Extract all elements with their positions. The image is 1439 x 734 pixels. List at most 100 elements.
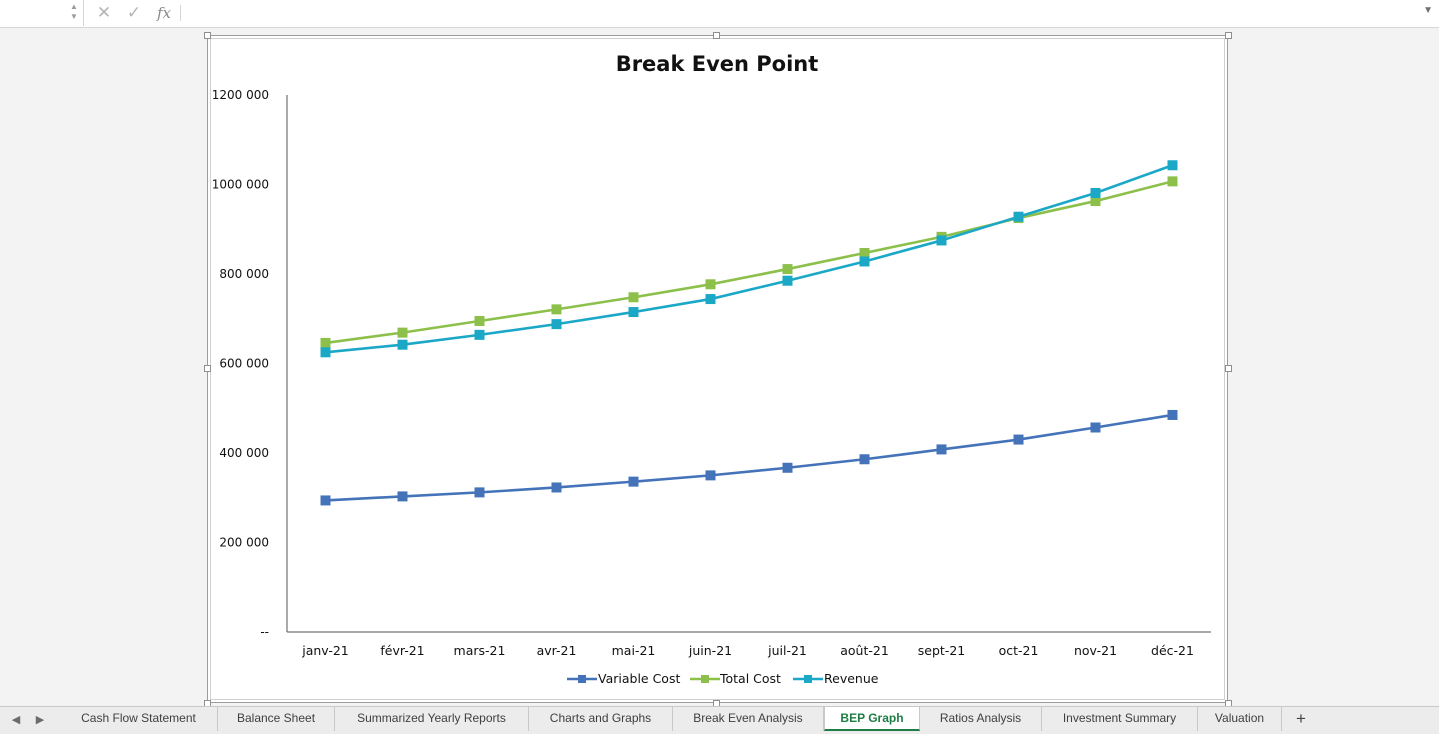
x-tick-label: janv-21 — [301, 643, 349, 658]
sheet-tab-investment-summary[interactable]: Investment Summary — [1042, 707, 1198, 731]
series-line — [325, 164, 1173, 354]
data-point — [397, 491, 408, 502]
name-box[interactable]: ▲ ▼ — [0, 0, 84, 26]
triangle-right-icon[interactable]: ▶ — [35, 714, 45, 726]
fx-icon[interactable]: fx — [156, 4, 171, 22]
chevron-down-icon[interactable]: ▼ — [1423, 5, 1433, 16]
data-point — [782, 275, 793, 286]
data-point — [474, 315, 485, 326]
data-point — [1167, 176, 1178, 187]
bep-chart: Break Even Point -- 200 000 400 000 600 000… — [212, 52, 1211, 686]
data-point — [1013, 211, 1024, 222]
sheet-tab-break-even-analysis[interactable]: Break Even Analysis — [673, 707, 824, 731]
legend-item: Variable Cost — [567, 671, 680, 686]
legend-label: Revenue — [824, 671, 879, 686]
legend-label: Variable Cost — [598, 671, 680, 686]
add-sheet-button[interactable]: + — [1296, 709, 1306, 728]
sheet-tab-bep-graph[interactable]: BEP Graph — [824, 707, 920, 731]
data-point — [397, 327, 408, 338]
y-tick-label: 400 000 — [219, 446, 269, 460]
data-point — [782, 462, 793, 473]
data-point — [397, 339, 408, 350]
x-tick-label: juin-21 — [688, 643, 732, 658]
data-point — [551, 319, 562, 330]
x-tick-label: avr-21 — [537, 643, 577, 658]
sheet-tab-bar: ◀ ▶ Cash Flow Statement Balance Sheet Summ… — [0, 706, 1439, 734]
series-line — [325, 180, 1173, 345]
triangle-left-icon[interactable]: ◀ — [11, 714, 21, 726]
resize-handle-right[interactable] — [1225, 365, 1232, 372]
sheet-tab-balance-sheet[interactable]: Balance Sheet — [218, 707, 335, 731]
data-point — [1167, 409, 1178, 420]
data-point — [628, 307, 639, 318]
name-box-stepper-icon[interactable]: ▲ ▼ — [70, 2, 78, 21]
resize-handle-top-left[interactable] — [204, 32, 211, 39]
data-point — [936, 235, 947, 246]
data-point — [474, 329, 485, 340]
sheet-tab-summarized-yearly-reports[interactable]: Summarized Yearly Reports — [335, 707, 529, 731]
data-point — [705, 294, 716, 305]
legend-item: Revenue — [793, 671, 879, 686]
cancel-icon[interactable]: ✕ — [96, 3, 112, 22]
legend: Variable Cost Total Cost Revenue — [567, 671, 879, 686]
data-point — [320, 347, 331, 358]
x-tick-label: sept-21 — [918, 643, 965, 658]
data-point — [320, 495, 331, 506]
chart-title: Break Even Point — [616, 52, 819, 76]
data-point — [474, 487, 485, 498]
formula-bar: ▲ ▼ ✕ ✓ fx ▼ — [0, 0, 1439, 28]
data-point — [859, 256, 870, 267]
y-tick-label: 600 000 — [219, 357, 269, 371]
y-tick-label: -- — [260, 625, 269, 639]
sheet-tab-cash-flow-statement[interactable]: Cash Flow Statement — [60, 707, 218, 731]
axes: -- 200 000 400 000 600 000 800 000 1000 000 12… — [212, 88, 1211, 658]
data-point — [1090, 188, 1101, 199]
data-point — [705, 279, 716, 290]
series-total-cost — [320, 176, 1178, 348]
legend-item: Total Cost — [690, 671, 781, 686]
series-line — [325, 413, 1173, 502]
x-tick-label: juil-21 — [767, 643, 807, 658]
data-point — [551, 304, 562, 315]
data-point — [1013, 434, 1024, 445]
data-point — [859, 454, 870, 465]
sheet-tab-valuation[interactable]: Valuation — [1198, 707, 1282, 731]
y-tick-label: 1200 000 — [212, 88, 269, 102]
x-tick-label: nov-21 — [1074, 643, 1117, 658]
series-variable-cost — [320, 409, 1178, 506]
data-point — [705, 470, 716, 481]
legend-marker — [701, 675, 709, 683]
data-point — [936, 444, 947, 455]
series-revenue — [320, 160, 1178, 358]
data-point — [1090, 422, 1101, 433]
y-tick-label: 1000 000 — [212, 178, 269, 192]
x-tick-label: mai-21 — [612, 643, 656, 658]
data-point — [551, 482, 562, 493]
sheet-tab-charts-and-graphs[interactable]: Charts and Graphs — [529, 707, 673, 731]
x-tick-label: févr-21 — [380, 643, 424, 658]
confirm-icon[interactable]: ✓ — [126, 3, 142, 22]
legend-marker — [578, 675, 586, 683]
y-tick-label: 200 000 — [219, 536, 269, 550]
resize-handle-left[interactable] — [204, 365, 211, 372]
data-point — [628, 292, 639, 303]
series-lines — [320, 160, 1178, 506]
data-point — [320, 337, 331, 348]
data-point — [859, 247, 870, 258]
legend-marker — [804, 675, 812, 683]
x-tick-label: août-21 — [840, 643, 889, 658]
formula-bar-divider — [180, 5, 181, 21]
resize-handle-top-right[interactable] — [1225, 32, 1232, 39]
x-tick-label: déc-21 — [1151, 643, 1194, 658]
data-point — [628, 476, 639, 487]
legend-label: Total Cost — [719, 671, 781, 686]
sheet-tab-ratios-analysis[interactable]: Ratios Analysis — [920, 707, 1042, 731]
y-tick-label: 800 000 — [219, 267, 269, 281]
data-point — [782, 264, 793, 275]
data-point — [1167, 160, 1178, 171]
data-point — [1090, 196, 1101, 207]
x-tick-label: mars-21 — [454, 643, 506, 658]
chart-object[interactable] — [207, 35, 1228, 703]
x-tick-label: oct-21 — [999, 643, 1039, 658]
resize-handle-top[interactable] — [713, 32, 720, 39]
